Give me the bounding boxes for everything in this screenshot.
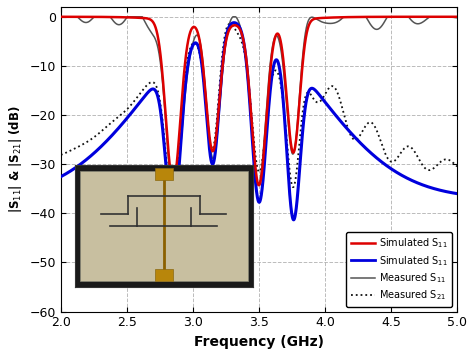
Y-axis label: |S$_{11}$| & |S$_{21}$| (dB): |S$_{11}$| & |S$_{21}$| (dB): [7, 105, 24, 213]
Legend: Simulated S$_{11}$, Simulated S$_{11}$, Measured S$_{11}$, Measured S$_{21}$: Simulated S$_{11}$, Simulated S$_{11}$, …: [346, 232, 452, 307]
X-axis label: Frequency (GHz): Frequency (GHz): [194, 335, 324, 349]
